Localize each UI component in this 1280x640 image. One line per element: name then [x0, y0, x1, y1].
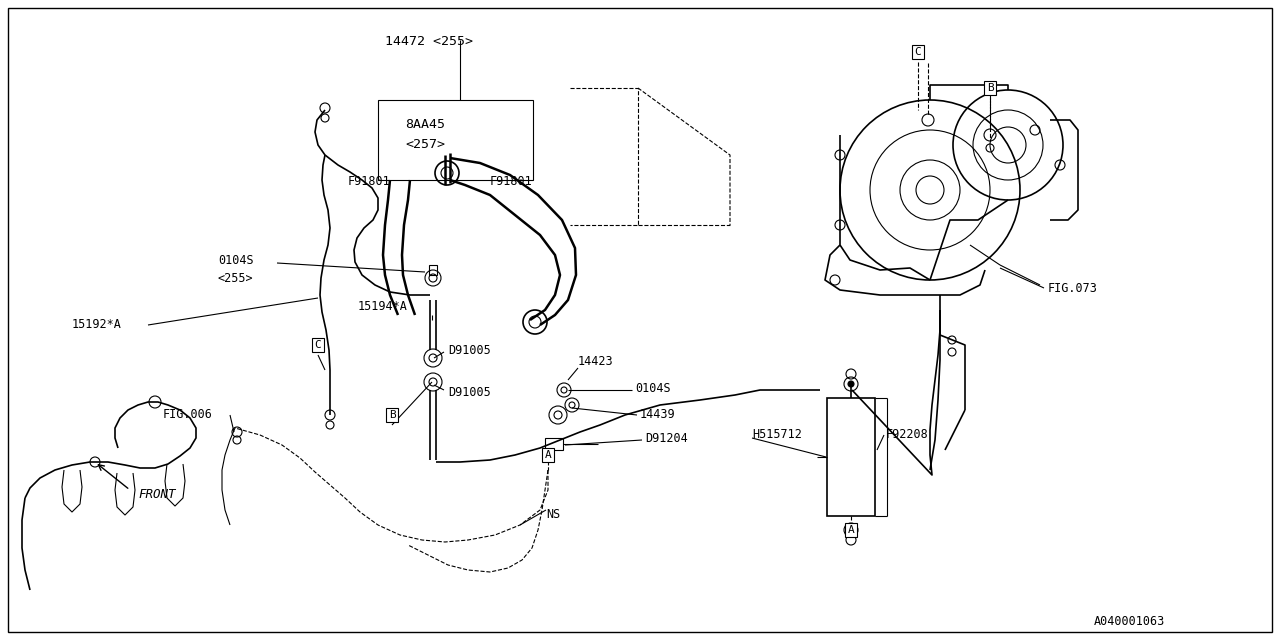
Text: 8AA45: 8AA45 — [404, 118, 445, 131]
Text: 0104S: 0104S — [218, 254, 253, 267]
Text: C: C — [315, 340, 321, 350]
Text: H515712: H515712 — [753, 428, 801, 441]
Bar — [827, 398, 876, 516]
Text: F92208: F92208 — [886, 428, 929, 441]
Text: A: A — [847, 525, 854, 535]
Text: 14472 <255>: 14472 <255> — [385, 35, 474, 48]
Text: 0104S: 0104S — [635, 382, 671, 395]
Text: NS: NS — [547, 508, 561, 521]
Text: A040001063: A040001063 — [1093, 615, 1165, 628]
Circle shape — [849, 527, 854, 533]
Text: F91801: F91801 — [348, 175, 390, 188]
Text: 14423: 14423 — [579, 355, 613, 368]
Text: D91204: D91204 — [645, 432, 687, 445]
Circle shape — [849, 381, 854, 387]
Bar — [545, 438, 563, 450]
Text: <257>: <257> — [404, 138, 445, 151]
Text: B: B — [987, 83, 993, 93]
Text: FIG.073: FIG.073 — [1048, 282, 1098, 295]
Text: D91005: D91005 — [448, 386, 490, 399]
Text: B: B — [389, 410, 396, 420]
Text: FRONT: FRONT — [138, 488, 175, 501]
Text: 15194*A: 15194*A — [358, 300, 408, 313]
Text: 15192*A: 15192*A — [72, 318, 122, 331]
Bar — [429, 265, 436, 275]
Text: C: C — [915, 47, 922, 57]
Text: F91801: F91801 — [490, 175, 532, 188]
Bar — [378, 100, 532, 180]
Circle shape — [429, 354, 436, 362]
Text: A: A — [544, 450, 552, 460]
Text: 14439: 14439 — [640, 408, 676, 421]
Text: <255>: <255> — [218, 272, 253, 285]
Text: D91005: D91005 — [448, 344, 490, 357]
Text: FIG.006: FIG.006 — [163, 408, 212, 421]
